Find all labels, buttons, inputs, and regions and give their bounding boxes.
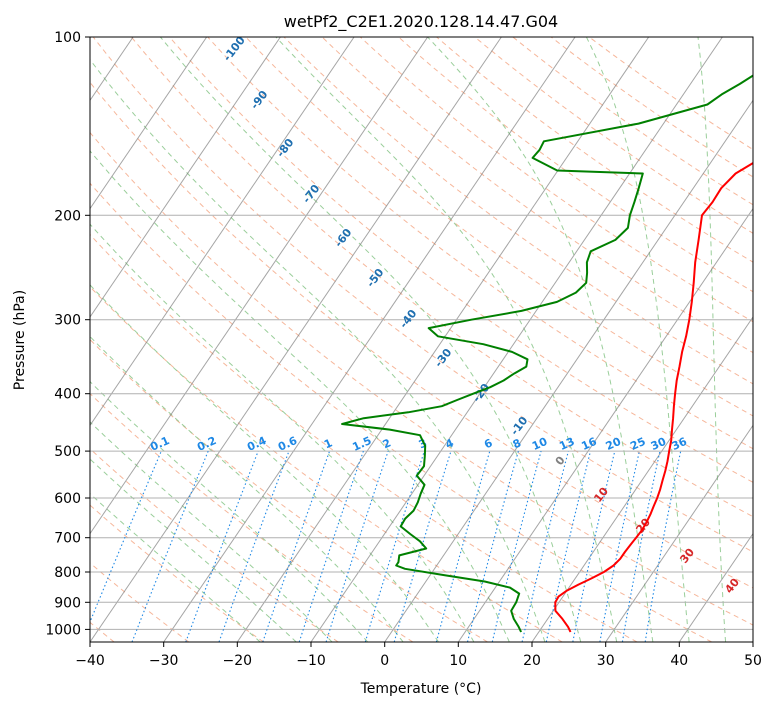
- dry-adiabat: [92, 37, 753, 553]
- y-tick-label: 700: [54, 531, 81, 547]
- mixing-ratio-label: 30: [649, 435, 669, 453]
- mixing-ratio-line: [545, 450, 592, 642]
- x-tick-label: −20: [223, 653, 253, 669]
- isotherm-line: [163, 37, 576, 642]
- y-tick-label: 900: [54, 595, 81, 611]
- dry-adiabat: [398, 37, 753, 293]
- mixing-ratio-line: [325, 450, 389, 642]
- dry-adiabat: [474, 37, 753, 234]
- moist-adiabat: [90, 458, 297, 642]
- dry-adiabat: [90, 182, 712, 642]
- skewed-isotherms: [90, 37, 753, 642]
- mixing-ratio-line: [599, 450, 640, 642]
- isotherm-line: [310, 37, 723, 642]
- y-axis-label: Pressure (hPa): [12, 290, 28, 390]
- profile-series: [341, 74, 753, 633]
- moist-adiabat: [427, 37, 654, 642]
- isotherm-line: [90, 37, 502, 642]
- dry-adiabat: [90, 81, 753, 589]
- isotherm-line: [90, 37, 355, 427]
- moist-adiabat: [90, 150, 510, 642]
- isotherm-line: [605, 424, 753, 642]
- x-tick-label: −30: [149, 653, 179, 669]
- x-tick-label: 30: [597, 653, 615, 669]
- y-tick-label: 600: [54, 491, 81, 507]
- x-tick-label: −40: [75, 653, 105, 669]
- mixing-ratio-label: 16: [579, 435, 599, 453]
- y-tick-label: 300: [54, 313, 81, 329]
- y-tick-label: 400: [54, 387, 81, 403]
- mixing-ratio-line: [521, 450, 569, 642]
- plot-area: 0.1 0.2 0.4 0.6 1 1.5 2 3 4 6 8 10 13 16 20 25 30 36-100-…: [90, 37, 753, 642]
- isotherm-line: [531, 316, 753, 642]
- mixing-ratio-label: 13: [557, 435, 576, 453]
- moist-adiabat: [585, 37, 690, 642]
- dry-adiabat: [90, 504, 264, 642]
- x-tick-label: 50: [744, 653, 762, 669]
- mixing-ratio-label: 25: [628, 435, 647, 453]
- moist-adiabat: [90, 335, 404, 642]
- isotherm-line: [90, 37, 429, 535]
- plot-frame: [89, 36, 754, 643]
- mixing-ratio-label: 36: [670, 435, 690, 453]
- dry-adiabat: [321, 37, 753, 354]
- moist-adiabat: [90, 58, 546, 642]
- x-axis-ticks: −40 −30 −20 −10 0 10 20 30 40 50: [75, 642, 762, 669]
- mixing-ratio-line: [491, 450, 542, 642]
- dry-adiabat: [90, 131, 753, 626]
- dry-adiabat: [588, 37, 753, 151]
- mixing-ratio-line: [466, 450, 519, 642]
- dry-adiabat: [131, 37, 753, 518]
- pressure-gridlines: [90, 37, 753, 630]
- temperature-line: [554, 161, 753, 633]
- y-tick-label: 500: [54, 444, 81, 460]
- mixing-ratio-line: [621, 450, 661, 642]
- y-tick-label: 800: [54, 565, 81, 581]
- moist-adiabat: [275, 37, 618, 642]
- x-tick-label: −10: [296, 653, 326, 669]
- dry-adiabat: [90, 448, 339, 642]
- isotherm-line: [678, 532, 753, 642]
- dry-adiabat: [169, 37, 753, 483]
- moist-adiabats: [90, 37, 727, 642]
- y-tick-label: 1000: [45, 622, 81, 638]
- mixing-ratio-label: 10: [530, 435, 550, 453]
- x-axis-label: Temperature (°C): [360, 681, 482, 697]
- moist-adiabat: [90, 493, 261, 642]
- y-tick-label: 200: [54, 208, 81, 224]
- y-tick-label: 100: [54, 30, 81, 46]
- isotherm-line: [384, 99, 753, 642]
- moist-adiabat: [90, 380, 369, 642]
- isotherm-line: [457, 207, 753, 642]
- mixing-ratio-line: [364, 450, 425, 642]
- x-tick-label: 20: [523, 653, 541, 669]
- isotherm-line: [90, 37, 281, 318]
- dry-adiabat: [90, 233, 638, 642]
- mixing-ratio-lines: [90, 450, 682, 642]
- mixing-ratio-line: [393, 450, 452, 642]
- y-axis-ticks: 1000 900 800 700 600 500 400 300 200 100: [45, 30, 90, 638]
- x-tick-label: 40: [670, 653, 688, 669]
- moist-adiabat: [90, 223, 475, 642]
- mixing-ratio-label: 20: [604, 435, 624, 453]
- x-tick-label: 10: [449, 653, 467, 669]
- moist-adiabat: [160, 37, 582, 642]
- chart-title: wetPf2_C2E1.2020.128.14.47.G04: [284, 12, 558, 32]
- mixing-ratio-line: [572, 450, 616, 642]
- mixing-ratio-line: [90, 450, 162, 624]
- x-tick-label: 0: [380, 653, 389, 669]
- mixing-ratio-line: [435, 450, 491, 642]
- dry-adiabat: [90, 285, 563, 642]
- moist-adiabat: [697, 37, 727, 642]
- mixing-ratio-line: [218, 450, 290, 642]
- isotherm-line: [236, 37, 650, 642]
- mixing-ratio-line: [262, 450, 331, 642]
- mixing-ratio-line: [644, 450, 682, 642]
- dewpoint-line: [341, 74, 753, 633]
- isotherm-line: [90, 37, 208, 210]
- mixing-ratio-line: [298, 450, 364, 642]
